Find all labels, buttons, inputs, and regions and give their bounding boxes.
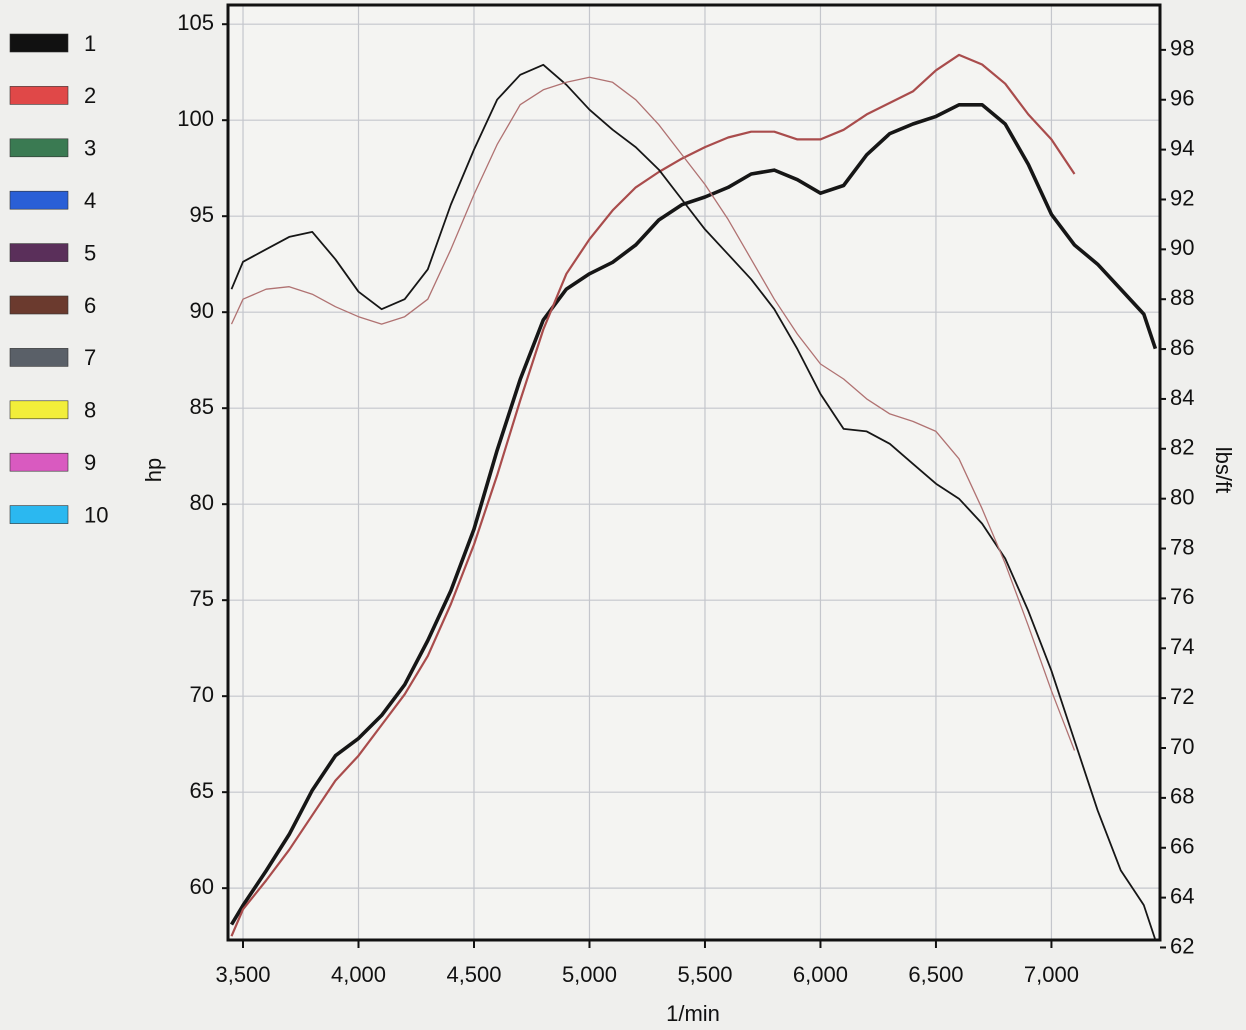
x-tick-label: 7,000 [1024, 962, 1079, 987]
y2-tick-label: 92 [1170, 185, 1194, 210]
y-tick-label: 80 [190, 490, 214, 515]
y-axis-label: hp [141, 458, 166, 482]
y2-tick-label: 74 [1170, 634, 1194, 659]
legend-swatch [9, 33, 69, 53]
x-tick-label: 6,500 [908, 962, 963, 987]
x-tick-label: 3,500 [215, 962, 270, 987]
y2-tick-label: 72 [1170, 684, 1194, 709]
y2-tick-label: 90 [1170, 235, 1194, 260]
y-tick-label: 65 [190, 778, 214, 803]
y2-tick-label: 84 [1170, 385, 1194, 410]
y2-tick-label: 68 [1170, 784, 1194, 809]
y2-tick-label: 62 [1170, 933, 1194, 958]
line-series [230, 63, 1157, 941]
y2-tick-label: 82 [1170, 435, 1194, 460]
legend-label: 10 [84, 502, 108, 527]
legend-swatch [9, 86, 69, 105]
x-tick-label: 4,000 [331, 962, 386, 987]
legend-label: 9 [84, 450, 96, 475]
legend-swatch [9, 400, 69, 420]
legend-swatch [9, 190, 69, 210]
x-tick-label: 6,000 [793, 962, 848, 987]
line-series [229, 103, 1158, 926]
legend-swatch [9, 295, 69, 315]
y2-tick-label: 98 [1170, 36, 1194, 61]
y-tick-label: 105 [177, 10, 214, 35]
legend-label: 6 [84, 293, 96, 318]
x-tick-label: 4,500 [446, 962, 501, 987]
legend-label: 1 [84, 31, 96, 56]
y2-tick-label: 96 [1170, 86, 1194, 111]
y2-tick-label: 86 [1170, 335, 1194, 360]
legend-swatch [9, 243, 69, 262]
legend-label: 8 [84, 398, 96, 423]
line-series [230, 76, 1076, 751]
line-series [230, 53, 1076, 937]
plot-area [228, 5, 1160, 940]
y-tick-label: 70 [190, 682, 214, 707]
y-tick-label: 100 [177, 106, 214, 131]
y2-tick-label: 70 [1170, 734, 1194, 759]
x-tick-label: 5,500 [677, 962, 732, 987]
plot-frame [226, 3, 1162, 942]
legend-swatch [9, 452, 69, 472]
legend-label: 3 [84, 136, 96, 161]
legend-swatch [9, 138, 69, 158]
y-tick-label: 95 [190, 202, 214, 227]
y-tick-label: 85 [190, 394, 214, 419]
legend-label: 5 [84, 240, 96, 265]
legend-label: 4 [84, 188, 96, 213]
x-axis-label: 1/min [666, 1001, 720, 1026]
y-tick-label: 60 [190, 874, 214, 899]
y2-tick-label: 80 [1170, 484, 1194, 509]
legend-label: 7 [84, 345, 96, 370]
y2-tick-label: 64 [1170, 883, 1194, 908]
legend-swatch [9, 348, 69, 367]
y-tick-label: 75 [190, 586, 214, 611]
legend-swatch [9, 505, 69, 524]
legend-label: 2 [84, 83, 96, 108]
y2-tick-label: 88 [1170, 285, 1194, 310]
y2-tick-label: 94 [1170, 135, 1194, 160]
y-tick-label: 90 [190, 298, 214, 323]
y2-axis-label: lbs/ft [1211, 447, 1236, 493]
x-tick-label: 5,000 [562, 962, 617, 987]
y2-tick-label: 66 [1170, 834, 1194, 859]
y2-tick-label: 76 [1170, 584, 1194, 609]
y2-tick-label: 78 [1170, 534, 1194, 559]
